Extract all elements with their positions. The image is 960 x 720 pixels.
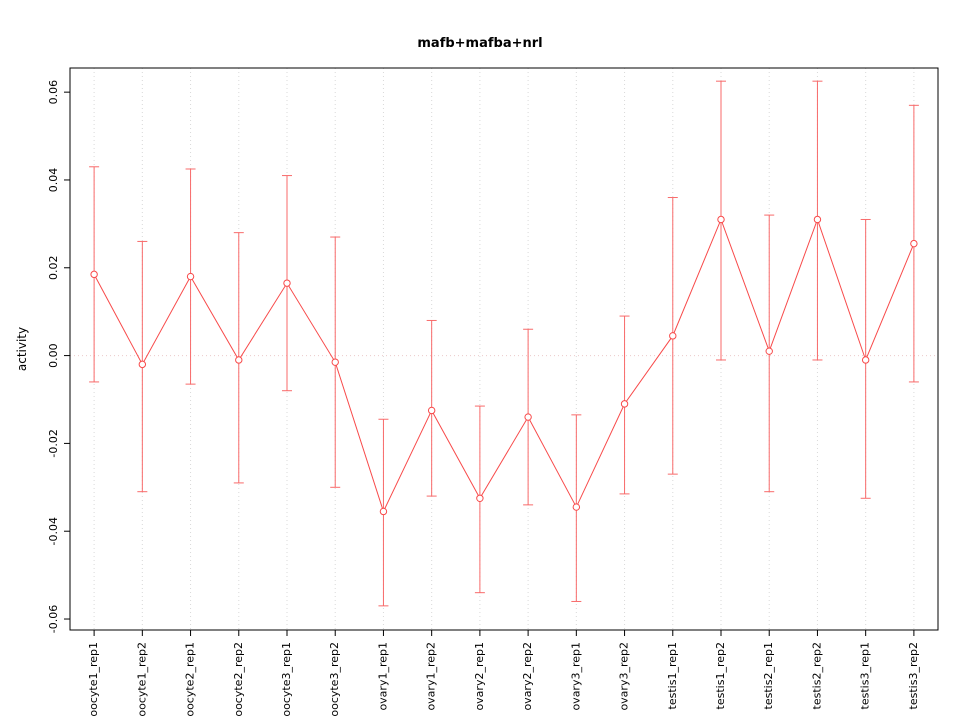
- x-tick-label: testis3_rep2: [907, 642, 920, 709]
- data-point: [717, 215, 725, 224]
- y-tick-label: 0.00: [47, 343, 60, 368]
- x-tick-label: ovary1_rep1: [376, 642, 389, 711]
- x-tick-label: ovary3_rep1: [569, 642, 582, 711]
- x-tick-label: oocyte2_rep2: [232, 642, 245, 717]
- x-tick-label: ovary3_rep2: [618, 642, 631, 711]
- y-tick-label: 0.04: [47, 168, 60, 193]
- data-point: [138, 360, 147, 369]
- x-tick-label: oocyte1_rep1: [87, 642, 100, 717]
- x-tick-label: testis2_rep2: [810, 642, 823, 709]
- y-tick-label: 0.06: [47, 80, 60, 105]
- data-point: [331, 358, 339, 366]
- data-point: [765, 347, 773, 355]
- data-point: [910, 239, 918, 248]
- data-point: [524, 413, 532, 421]
- plot-area: -0.06 -0.04 -0.02 0.00 0.02 0.04 0.06 oocyte1_r…: [47, 67, 939, 717]
- data-point: [813, 215, 822, 224]
- data-point: [427, 406, 436, 415]
- chart-title: mafb+mafba+nrl: [417, 36, 542, 51]
- data-point: [283, 279, 291, 287]
- x-tick-label: testis1_rep2: [714, 642, 727, 709]
- x-tick-label: oocyte3_rep1: [280, 642, 293, 717]
- x-tick-label: testis3_rep1: [859, 642, 872, 709]
- x-tick-label: oocyte1_rep2: [135, 642, 148, 717]
- data-point: [235, 356, 243, 364]
- x-tick-label: ovary2_rep2: [521, 642, 534, 711]
- plot-box: [69, 67, 939, 631]
- x-tick-label: testis1_rep1: [666, 642, 679, 709]
- data-point: [186, 272, 195, 281]
- data-point: [90, 270, 98, 279]
- data-point: [572, 503, 581, 511]
- x-tick-label: ovary1_rep2: [425, 642, 438, 711]
- data-point: [669, 332, 677, 340]
- y-tick-label: -0.02: [47, 429, 60, 457]
- data-point: [476, 494, 484, 502]
- x-tick-label: oocyte3_rep2: [328, 642, 341, 717]
- data-point: [861, 356, 870, 364]
- y-tick-label: 0.02: [47, 256, 60, 281]
- y-axis-label: activity: [15, 327, 29, 371]
- x-tick-label: ovary2_rep1: [473, 642, 486, 711]
- y-tick-label: -0.04: [47, 517, 60, 545]
- data-point: [379, 507, 388, 516]
- data-point: [620, 400, 629, 408]
- y-tick-label: -0.06: [47, 605, 60, 633]
- x-tick-label: oocyte2_rep1: [184, 642, 197, 717]
- series-line: [93, 217, 915, 513]
- x-tick-label: testis2_rep1: [762, 642, 775, 709]
